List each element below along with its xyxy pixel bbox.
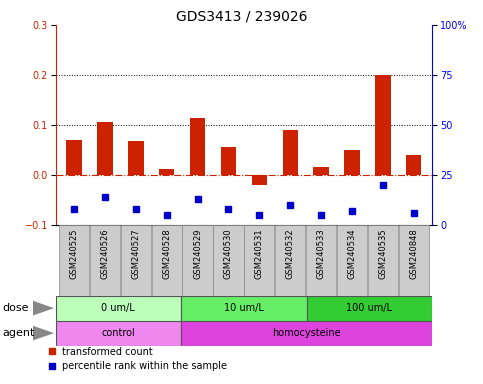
FancyBboxPatch shape	[121, 225, 151, 296]
Text: GSM240532: GSM240532	[286, 228, 295, 279]
FancyBboxPatch shape	[306, 225, 336, 296]
Polygon shape	[33, 326, 54, 341]
Text: 0 um/L: 0 um/L	[101, 303, 135, 313]
Text: GSM240526: GSM240526	[100, 228, 110, 279]
FancyBboxPatch shape	[181, 321, 432, 346]
Text: control: control	[101, 328, 135, 338]
Bar	[313, 167, 329, 175]
Text: agent: agent	[2, 328, 35, 338]
Text: GSM240530: GSM240530	[224, 228, 233, 279]
Bar	[406, 155, 422, 175]
Text: GSM240528: GSM240528	[162, 228, 171, 279]
Bar	[344, 150, 360, 175]
Bar	[97, 122, 113, 175]
FancyBboxPatch shape	[307, 296, 432, 321]
Text: GSM240534: GSM240534	[347, 228, 356, 279]
FancyBboxPatch shape	[56, 321, 181, 346]
Bar	[128, 141, 143, 175]
FancyBboxPatch shape	[183, 225, 213, 296]
FancyBboxPatch shape	[181, 296, 307, 321]
FancyBboxPatch shape	[90, 225, 120, 296]
Polygon shape	[33, 301, 54, 316]
Bar	[190, 118, 205, 175]
Bar	[66, 140, 82, 175]
Text: GSM240525: GSM240525	[70, 228, 79, 279]
Text: GSM240531: GSM240531	[255, 228, 264, 279]
Bar	[375, 75, 391, 175]
Text: GSM240527: GSM240527	[131, 228, 141, 279]
Text: GSM240535: GSM240535	[378, 228, 387, 279]
Bar	[252, 175, 267, 185]
Text: GSM240533: GSM240533	[317, 228, 326, 279]
FancyBboxPatch shape	[398, 225, 429, 296]
Bar	[159, 169, 174, 175]
FancyBboxPatch shape	[56, 296, 181, 321]
Text: 100 um/L: 100 um/L	[346, 303, 393, 313]
Text: homocysteine: homocysteine	[272, 328, 341, 338]
FancyBboxPatch shape	[275, 225, 305, 296]
Text: 10 um/L: 10 um/L	[224, 303, 264, 313]
Bar	[283, 130, 298, 175]
FancyBboxPatch shape	[368, 225, 398, 296]
Bar	[221, 147, 236, 175]
Text: GSM240848: GSM240848	[409, 228, 418, 279]
FancyBboxPatch shape	[59, 225, 89, 296]
Text: GDS3413 / 239026: GDS3413 / 239026	[176, 10, 307, 23]
FancyBboxPatch shape	[213, 225, 243, 296]
FancyBboxPatch shape	[337, 225, 367, 296]
Text: GSM240529: GSM240529	[193, 228, 202, 279]
FancyBboxPatch shape	[152, 225, 182, 296]
Legend: transformed count, percentile rank within the sample: transformed count, percentile rank withi…	[43, 343, 231, 375]
Text: dose: dose	[2, 303, 29, 313]
FancyBboxPatch shape	[244, 225, 274, 296]
